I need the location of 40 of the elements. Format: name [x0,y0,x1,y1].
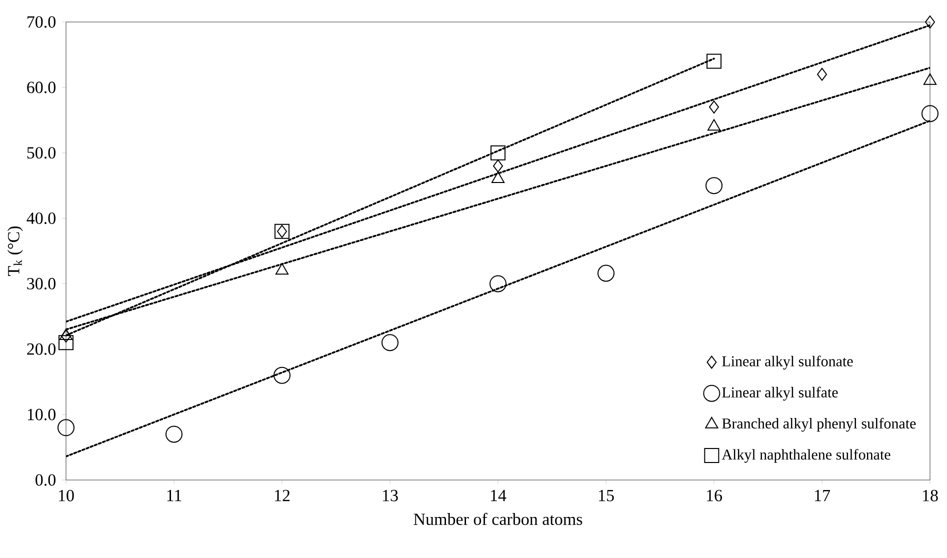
point [274,366,291,384]
x-tick-label: 18 [923,490,938,502]
point [166,426,182,443]
y-tick-label: 40.0 [26,212,56,224]
point [493,159,504,172]
point [706,54,722,69]
y-tick-label: 10.0 [28,408,56,420]
y-tick-label: 70.0 [28,16,56,28]
y-tick-label: 0.0 [36,474,56,486]
y-tick-label: 50.0 [27,147,56,159]
point [491,172,505,184]
point [382,334,399,352]
point [709,100,720,114]
point [922,105,939,122]
x-axis-title: Number of carbon atoms [414,512,582,526]
x-tick-label: 14 [491,490,506,502]
legend-label: Branched alkyl phenyl sulfonate [722,418,916,432]
x-tick-label: 12 [275,490,290,502]
y-tick-label: 30.0 [27,278,56,290]
x-tick-label: 10 [59,490,74,502]
legend-label: Linear alkyl sulfate [722,386,838,401]
point [817,68,828,81]
y-tick-label: 60.0 [27,82,56,94]
point [490,275,507,292]
x-tick-label: 13 [383,490,398,502]
legend-label: Alkyl naphthalene sulfonate [722,448,890,463]
point [598,264,615,282]
x-tick-label: 16 [707,490,722,502]
x-tick-label: 11 [167,490,182,502]
point [58,335,74,350]
y-axis-title: T$_{k}$ (°C) [7,226,23,276]
legend-label: Linear alkyl sulfonate [722,356,853,370]
y-tick-label: 20.0 [27,343,56,355]
x-tick-label: 15 [599,490,614,502]
point [706,177,723,194]
point [925,15,936,28]
point [490,145,506,160]
x-tick-label: 17 [815,490,830,502]
point [58,419,74,436]
point [61,330,71,343]
